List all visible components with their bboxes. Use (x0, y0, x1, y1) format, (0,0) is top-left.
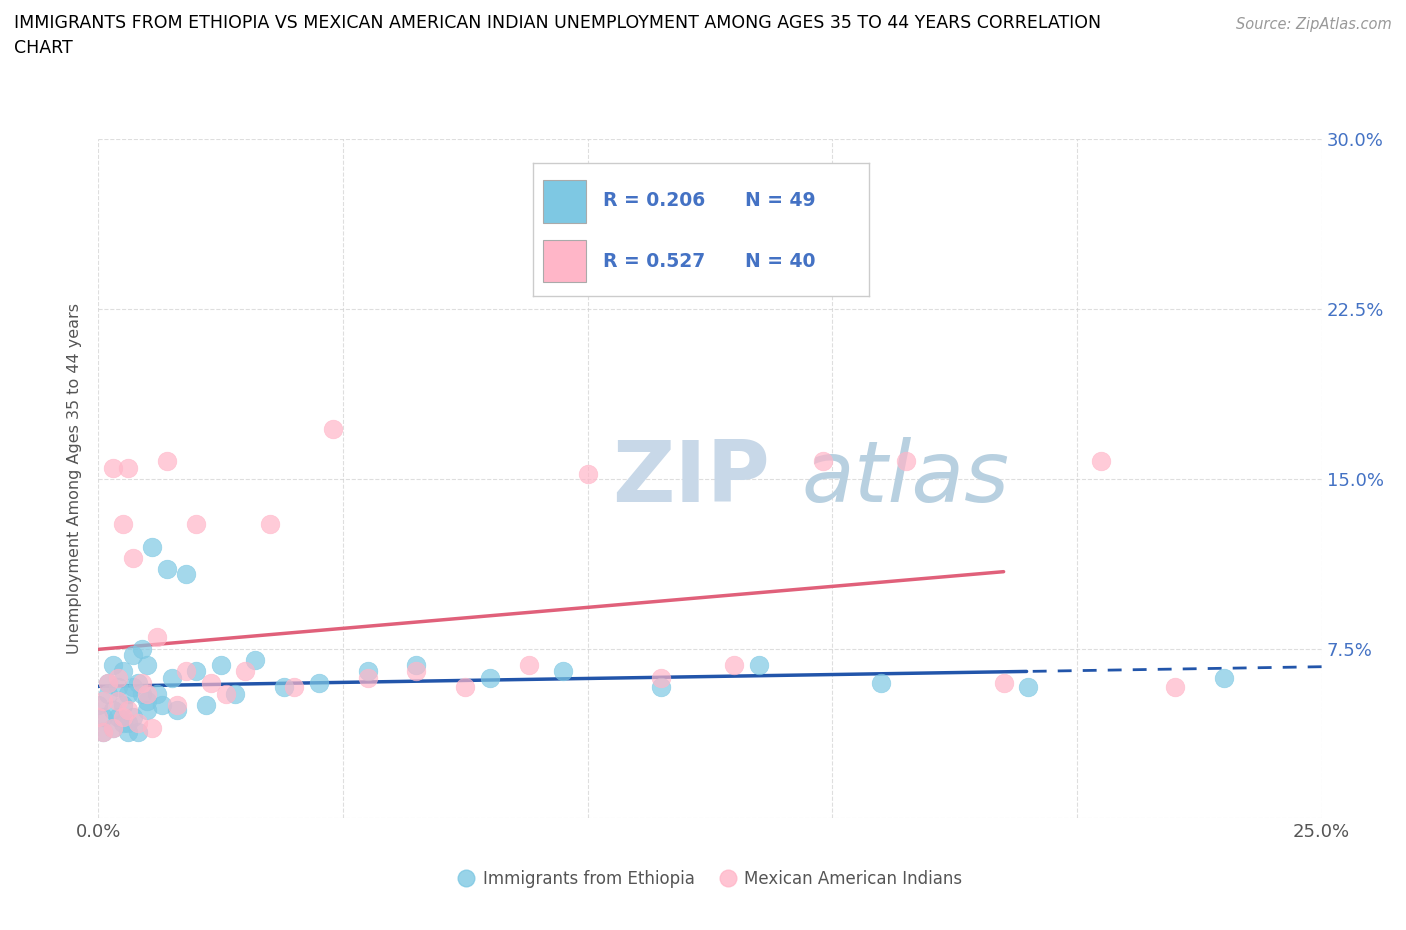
Point (454, 680, 477, 695)
Point (517, 658, 540, 672)
Point (1164, 680, 1187, 695)
Point (176, 566, 198, 581)
Point (243, 653, 266, 668)
Point (127, 675, 149, 690)
Point (136, 686, 159, 701)
Point (870, 675, 893, 690)
Point (117, 686, 139, 701)
Text: CHART: CHART (14, 39, 73, 57)
Point (97, 675, 120, 690)
Point (146, 630, 169, 644)
Text: IMMIGRANTS FROM ETHIOPIA VS MEXICAN AMERICAN INDIAN UNEMPLOYMENT AMONG AGES 35 T: IMMIGRANTS FROM ETHIOPIA VS MEXICAN AMER… (14, 14, 1101, 32)
Point (283, 680, 305, 695)
Point (186, 517, 208, 532)
Point (160, 671, 183, 685)
Point (141, 721, 163, 736)
Point (107, 693, 129, 708)
Point (101, 721, 124, 736)
Point (111, 698, 134, 712)
Point (146, 686, 169, 701)
Point (136, 693, 159, 708)
Point (356, 664, 378, 679)
Point (101, 721, 124, 736)
Point (405, 658, 427, 672)
Point (101, 658, 124, 672)
Point (97, 675, 120, 690)
Point (127, 725, 149, 740)
Point (150, 698, 173, 712)
Point (136, 702, 159, 717)
Point (121, 551, 143, 565)
Point (127, 716, 149, 731)
Point (107, 710, 129, 724)
Point (111, 716, 134, 731)
Point (723, 658, 745, 672)
Point (107, 680, 129, 695)
Point (200, 675, 222, 690)
Point (176, 664, 198, 679)
Point (121, 648, 143, 663)
Point (166, 702, 188, 717)
Point (894, 454, 917, 469)
Point (91, 693, 114, 708)
Point (101, 702, 124, 717)
Point (748, 658, 770, 672)
Point (87, 698, 110, 712)
Text: ZIP: ZIP (612, 437, 770, 521)
Point (993, 675, 1015, 690)
Point (87, 710, 110, 724)
Text: Source: ZipAtlas.com: Source: ZipAtlas.com (1236, 17, 1392, 32)
Point (121, 680, 143, 695)
Point (101, 460, 124, 475)
Point (91, 725, 114, 740)
Point (91, 710, 114, 724)
Legend: Immigrants from Ethiopia, Mexican American Indians: Immigrants from Ethiopia, Mexican Americ… (457, 870, 963, 888)
Point (117, 716, 139, 731)
Point (131, 642, 153, 657)
Y-axis label: Unemployment Among Ages 35 to 44 years: Unemployment Among Ages 35 to 44 years (67, 303, 83, 655)
Point (97, 686, 120, 701)
Point (308, 675, 330, 690)
Point (576, 467, 599, 482)
Point (224, 686, 246, 701)
Point (131, 686, 153, 701)
Point (650, 680, 672, 695)
Point (1090, 454, 1112, 469)
Point (111, 517, 134, 532)
Text: atlas: atlas (801, 437, 1010, 521)
Point (322, 421, 344, 436)
Point (166, 698, 188, 712)
Point (141, 539, 163, 554)
Point (650, 671, 672, 685)
Point (111, 664, 134, 679)
Point (131, 675, 153, 690)
Point (209, 658, 232, 672)
Point (214, 686, 236, 701)
Point (811, 454, 834, 469)
Point (107, 671, 129, 685)
Point (117, 460, 139, 475)
Point (156, 562, 179, 577)
Point (405, 664, 427, 679)
Point (121, 710, 143, 724)
Point (111, 710, 134, 724)
Point (186, 664, 208, 679)
Point (91, 725, 114, 740)
Point (136, 658, 159, 672)
Point (356, 671, 378, 685)
Point (259, 517, 281, 532)
Point (195, 698, 218, 712)
Point (553, 664, 575, 679)
Point (233, 664, 256, 679)
Point (117, 702, 139, 717)
Point (1212, 671, 1234, 685)
Point (1017, 680, 1039, 695)
Point (273, 680, 295, 695)
Point (156, 454, 179, 469)
Point (478, 671, 501, 685)
Point (117, 725, 139, 740)
